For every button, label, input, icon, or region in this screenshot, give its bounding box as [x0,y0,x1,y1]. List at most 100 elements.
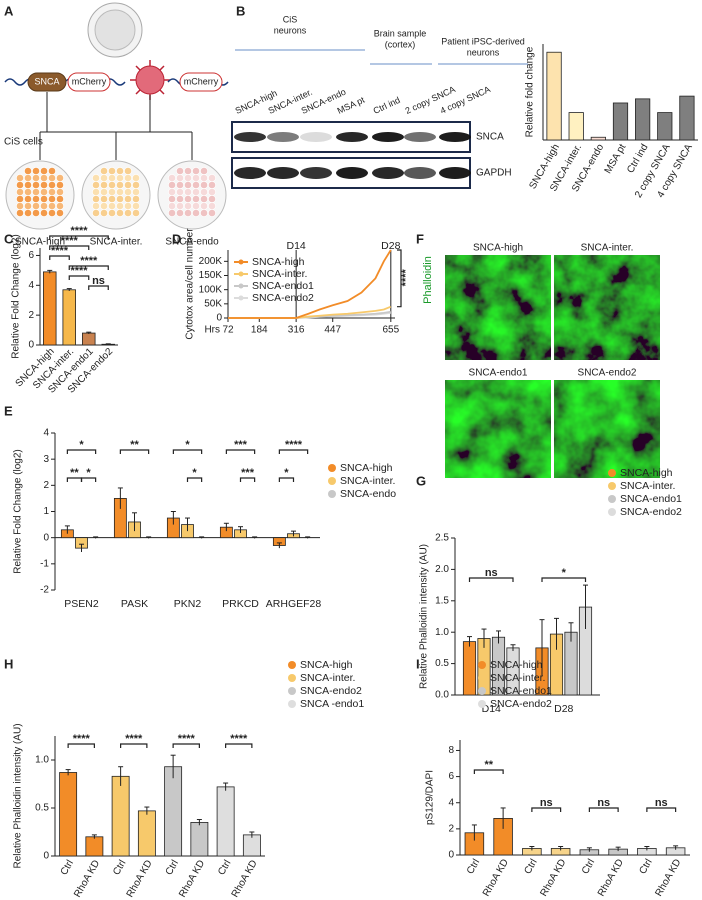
cell [124,174,132,182]
legend-label: SNCA-inter. [340,475,395,487]
cell [200,174,208,182]
cell [116,195,124,203]
cell [200,195,208,203]
significance-bracket [68,275,90,280]
significance-label: ns [597,797,610,809]
cell [200,209,208,217]
blot-band [267,167,299,179]
y-tick-label: 0 [43,851,49,862]
cell [208,209,216,217]
cell [132,174,140,182]
significance-bracket [278,477,295,482]
panel-label: C [4,231,14,246]
cell [16,188,24,196]
cell [200,202,208,210]
significance-bracket [239,477,256,482]
significance-bracket [67,743,95,748]
x-tick-label: RhoA KD [125,858,155,899]
cell [24,202,32,210]
significance-label: ns [92,275,105,287]
blot-band [439,167,471,179]
mcherry-box [179,72,223,92]
cell [176,195,184,203]
panel-label: H [4,656,13,671]
significance-label: *** [234,439,248,451]
bar [82,332,96,346]
cell [192,188,200,196]
dish [5,160,75,230]
blot-band [300,167,332,179]
cell [16,202,24,210]
cell [208,188,216,196]
legend-swatch [238,283,244,289]
x-tick-label: Ctrl [164,858,181,877]
construct-label: mCherry [72,76,107,86]
cell [100,195,108,203]
legend-label: SNCA-high [252,256,305,268]
dish-label: SNCA-inter. [90,237,143,248]
legend-label: SNCA-endo2 [252,292,314,304]
cell [32,174,40,182]
y-tick-label: 8 [448,745,454,756]
legend-label: SNCA-endo2 [490,698,552,710]
y-tick-label: 150K [199,270,223,281]
panel-label: F [416,231,424,246]
bar [59,772,78,857]
blot-lane-label: Ctrl ind [372,95,402,116]
significance-label: * [562,567,567,579]
y-tick-label: 2 [448,824,454,835]
y-tick-label: 0.5 [435,658,449,669]
legend-swatch [328,464,336,472]
blot-band [336,167,368,179]
legend-label: SNCA-high [490,659,543,671]
x-tick-label: PRKCD [222,598,259,610]
bar [612,102,629,141]
bar [137,810,156,857]
y-axis-label: Cytotox area/cell number [185,228,196,340]
series-line [228,305,392,319]
blot-band [372,132,404,142]
cell [184,181,192,189]
panel-label: G [416,473,426,488]
cell [40,202,48,210]
cell [124,202,132,210]
cell [132,209,140,217]
image-title: SNCA-inter. [581,243,634,254]
significance-label: **** [400,268,412,286]
cell [132,188,140,196]
legend-label: SNCA-endo [340,488,396,500]
y-axis-label: Relative Fold Change (log2) [13,449,24,574]
significance-label: **** [125,733,143,745]
cell [56,174,64,182]
cell [176,202,184,210]
significance-bracket [397,249,402,308]
cell [184,202,192,210]
cell [40,188,48,196]
cell [184,209,192,217]
cell [108,209,116,217]
legend-label: SNCA-high [300,659,353,671]
cell [176,174,184,182]
blot-group-label: neurons [467,47,500,57]
cell [200,181,208,189]
legend-swatch [288,700,296,708]
significance-label: ** [70,467,79,479]
significance-bracket [49,255,70,260]
legend-swatch [608,495,616,503]
significance-label: ns [655,797,668,809]
cell [16,195,24,203]
legend-swatch [288,687,296,695]
significance-bracket [531,807,562,812]
x-tick-label: RhoA KD [481,857,511,898]
significance-label: * [284,467,289,479]
panel-label: A [4,3,14,18]
y-axis-label: Relative Phalloidin intensity (AU) [13,723,24,868]
y-tick-label: 0 [43,532,49,543]
micrograph [445,380,551,478]
y-tick-label: 2 [43,480,49,491]
cell [40,167,48,175]
cell [40,195,48,203]
bar [85,836,104,857]
cell [208,181,216,189]
